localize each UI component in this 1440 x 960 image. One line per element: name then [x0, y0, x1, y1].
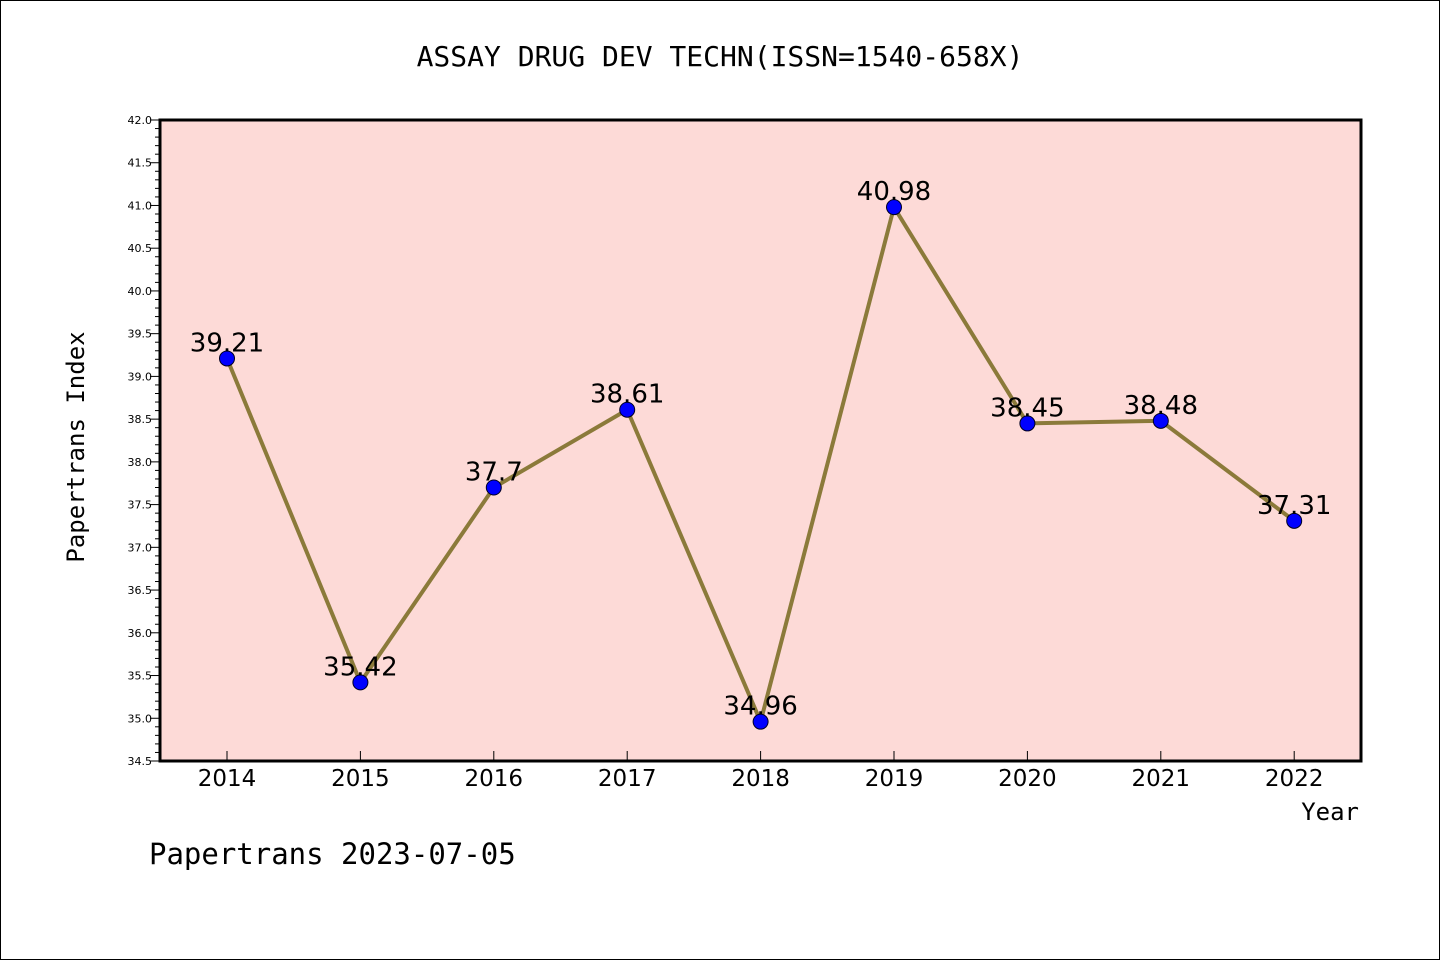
- chart-title: ASSAY DRUG DEV TECHN(ISSN=1540-658X): [417, 40, 1024, 73]
- x-tick-label: 2018: [731, 766, 790, 792]
- data-point: [752, 713, 769, 730]
- data-point: [1019, 415, 1036, 432]
- data-point: [886, 199, 902, 216]
- y-tick-label: 39.5: [128, 328, 153, 341]
- y-tick-label: 40.0: [128, 285, 153, 298]
- y-tick-label: 38.0: [128, 456, 153, 469]
- data-point: [352, 674, 369, 691]
- y-tick-label: 41.0: [128, 199, 153, 212]
- y-tick-label: 34.5: [128, 755, 153, 768]
- x-axis-label: Year: [1301, 798, 1359, 826]
- x-tick-label: 2020: [998, 766, 1057, 792]
- data-point: [1152, 412, 1169, 429]
- plot-area: [158, 118, 1363, 763]
- data-point: [1286, 512, 1303, 529]
- y-tick-label: 42.0: [128, 114, 153, 127]
- data-label: 38.61: [590, 380, 664, 410]
- y-tick-label: 37.0: [128, 541, 153, 554]
- y-tick-label: 40.5: [128, 242, 153, 255]
- data-label: 37.31: [1257, 491, 1331, 521]
- x-axis: 2014 2015 2016 2017 2018 2019 2020 2021 2022: [198, 751, 1324, 792]
- series-layer: [219, 199, 1303, 730]
- y-tick-label: 37.5: [128, 499, 153, 512]
- y-tick-label: 35.5: [128, 670, 153, 683]
- data-label: 39.21: [190, 328, 264, 358]
- data-label: 34.96: [723, 692, 797, 722]
- data-label: 38.48: [1124, 391, 1198, 421]
- y-tick-label: 39.0: [128, 370, 153, 383]
- x-tick-label: 2014: [198, 766, 257, 792]
- x-tick-label: 2019: [865, 766, 924, 792]
- data-label: 38.45: [990, 393, 1064, 423]
- footer-text: Papertrans 2023-07-05: [149, 837, 516, 871]
- y-tick-label: 36.0: [128, 627, 153, 640]
- data-point: [619, 401, 636, 418]
- data-point: [485, 479, 502, 496]
- y-axis-label: Papertrans Index: [62, 331, 90, 562]
- x-tick-label: 2017: [598, 766, 657, 792]
- data-label: 37.7: [465, 458, 523, 488]
- x-tick-label: 2022: [1265, 766, 1324, 792]
- y-tick-label: 41.5: [128, 157, 153, 170]
- data-label: 40.98: [857, 177, 931, 207]
- y-tick-label: 35.0: [128, 712, 153, 725]
- y-tick-label: 38.5: [128, 413, 153, 426]
- data-label: 35.42: [323, 652, 397, 682]
- x-tick-label: 2021: [1132, 766, 1191, 792]
- data-point: [219, 350, 235, 367]
- x-tick-label: 2016: [465, 766, 524, 792]
- y-axis: 34.5 35.0 35.5 36.0 36.5 37.0 37.5 38.0 38.5 39.0…: [128, 114, 160, 768]
- y-tick-label: 36.5: [128, 584, 153, 597]
- x-tick-label: 2015: [331, 766, 390, 792]
- data-labels: 39.21 35.42 37.7 38.61 34.96 40.98 38.45 38.48 3…: [190, 177, 1332, 722]
